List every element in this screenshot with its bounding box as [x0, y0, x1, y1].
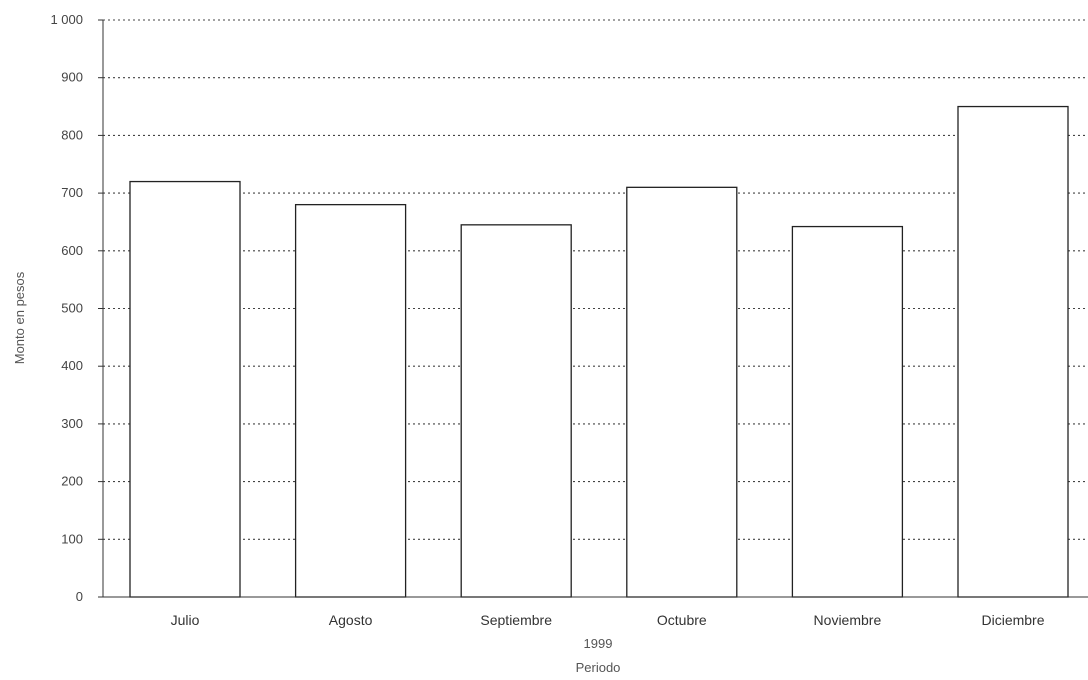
- bar: [129, 180, 241, 598]
- y-tick-label: 700: [61, 185, 83, 200]
- bars: [129, 105, 1069, 598]
- x-tick-label: Diciembre: [981, 612, 1044, 628]
- y-tick-label: 500: [61, 301, 83, 316]
- y-tick-label: 200: [61, 474, 83, 489]
- gridlines: [103, 19, 1088, 540]
- bar: [460, 224, 572, 598]
- x-tick-label: Octubre: [657, 612, 707, 628]
- bar: [957, 105, 1069, 598]
- y-tick-label: 800: [61, 127, 83, 142]
- x-axis-title: Periodo: [576, 660, 621, 675]
- x-tick-label: Septiembre: [480, 612, 552, 628]
- y-tick-label: 600: [61, 243, 83, 258]
- x-tick-label: Julio: [171, 612, 200, 628]
- x-tick-label: Agosto: [329, 612, 373, 628]
- y-tick-label: 0: [76, 589, 83, 604]
- y-tick-label: 1 000: [50, 12, 83, 27]
- x-tick-labels: Julio Agosto Septiembre Octubre Noviembre Dic…: [171, 612, 1045, 628]
- y-tick-labels: 0 100 200 300 400 500 600 700 800 900 1 000: [50, 12, 103, 604]
- y-tick-label: 400: [61, 358, 83, 373]
- x-tick-label: Noviembre: [814, 612, 882, 628]
- x-group-label: 1999: [584, 636, 613, 651]
- bar: [791, 225, 904, 598]
- y-tick-label: 900: [61, 70, 83, 85]
- bar: [294, 203, 407, 598]
- y-tick-label: 100: [61, 531, 83, 546]
- bar: [626, 186, 738, 598]
- y-axis-title: Monto en pesos: [12, 271, 27, 364]
- y-tick-label: 300: [61, 416, 83, 431]
